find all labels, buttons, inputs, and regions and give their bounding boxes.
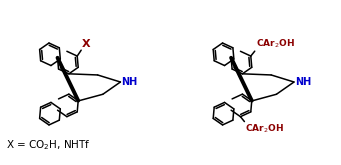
Text: NH: NH: [295, 77, 311, 87]
Text: X: X: [82, 39, 91, 49]
Text: CAr$_2$OH: CAr$_2$OH: [246, 123, 284, 135]
Text: X = CO$_2$H, NHTf: X = CO$_2$H, NHTf: [6, 138, 91, 152]
Text: CAr$_2$OH: CAr$_2$OH: [256, 38, 295, 50]
Text: NH: NH: [121, 77, 138, 87]
